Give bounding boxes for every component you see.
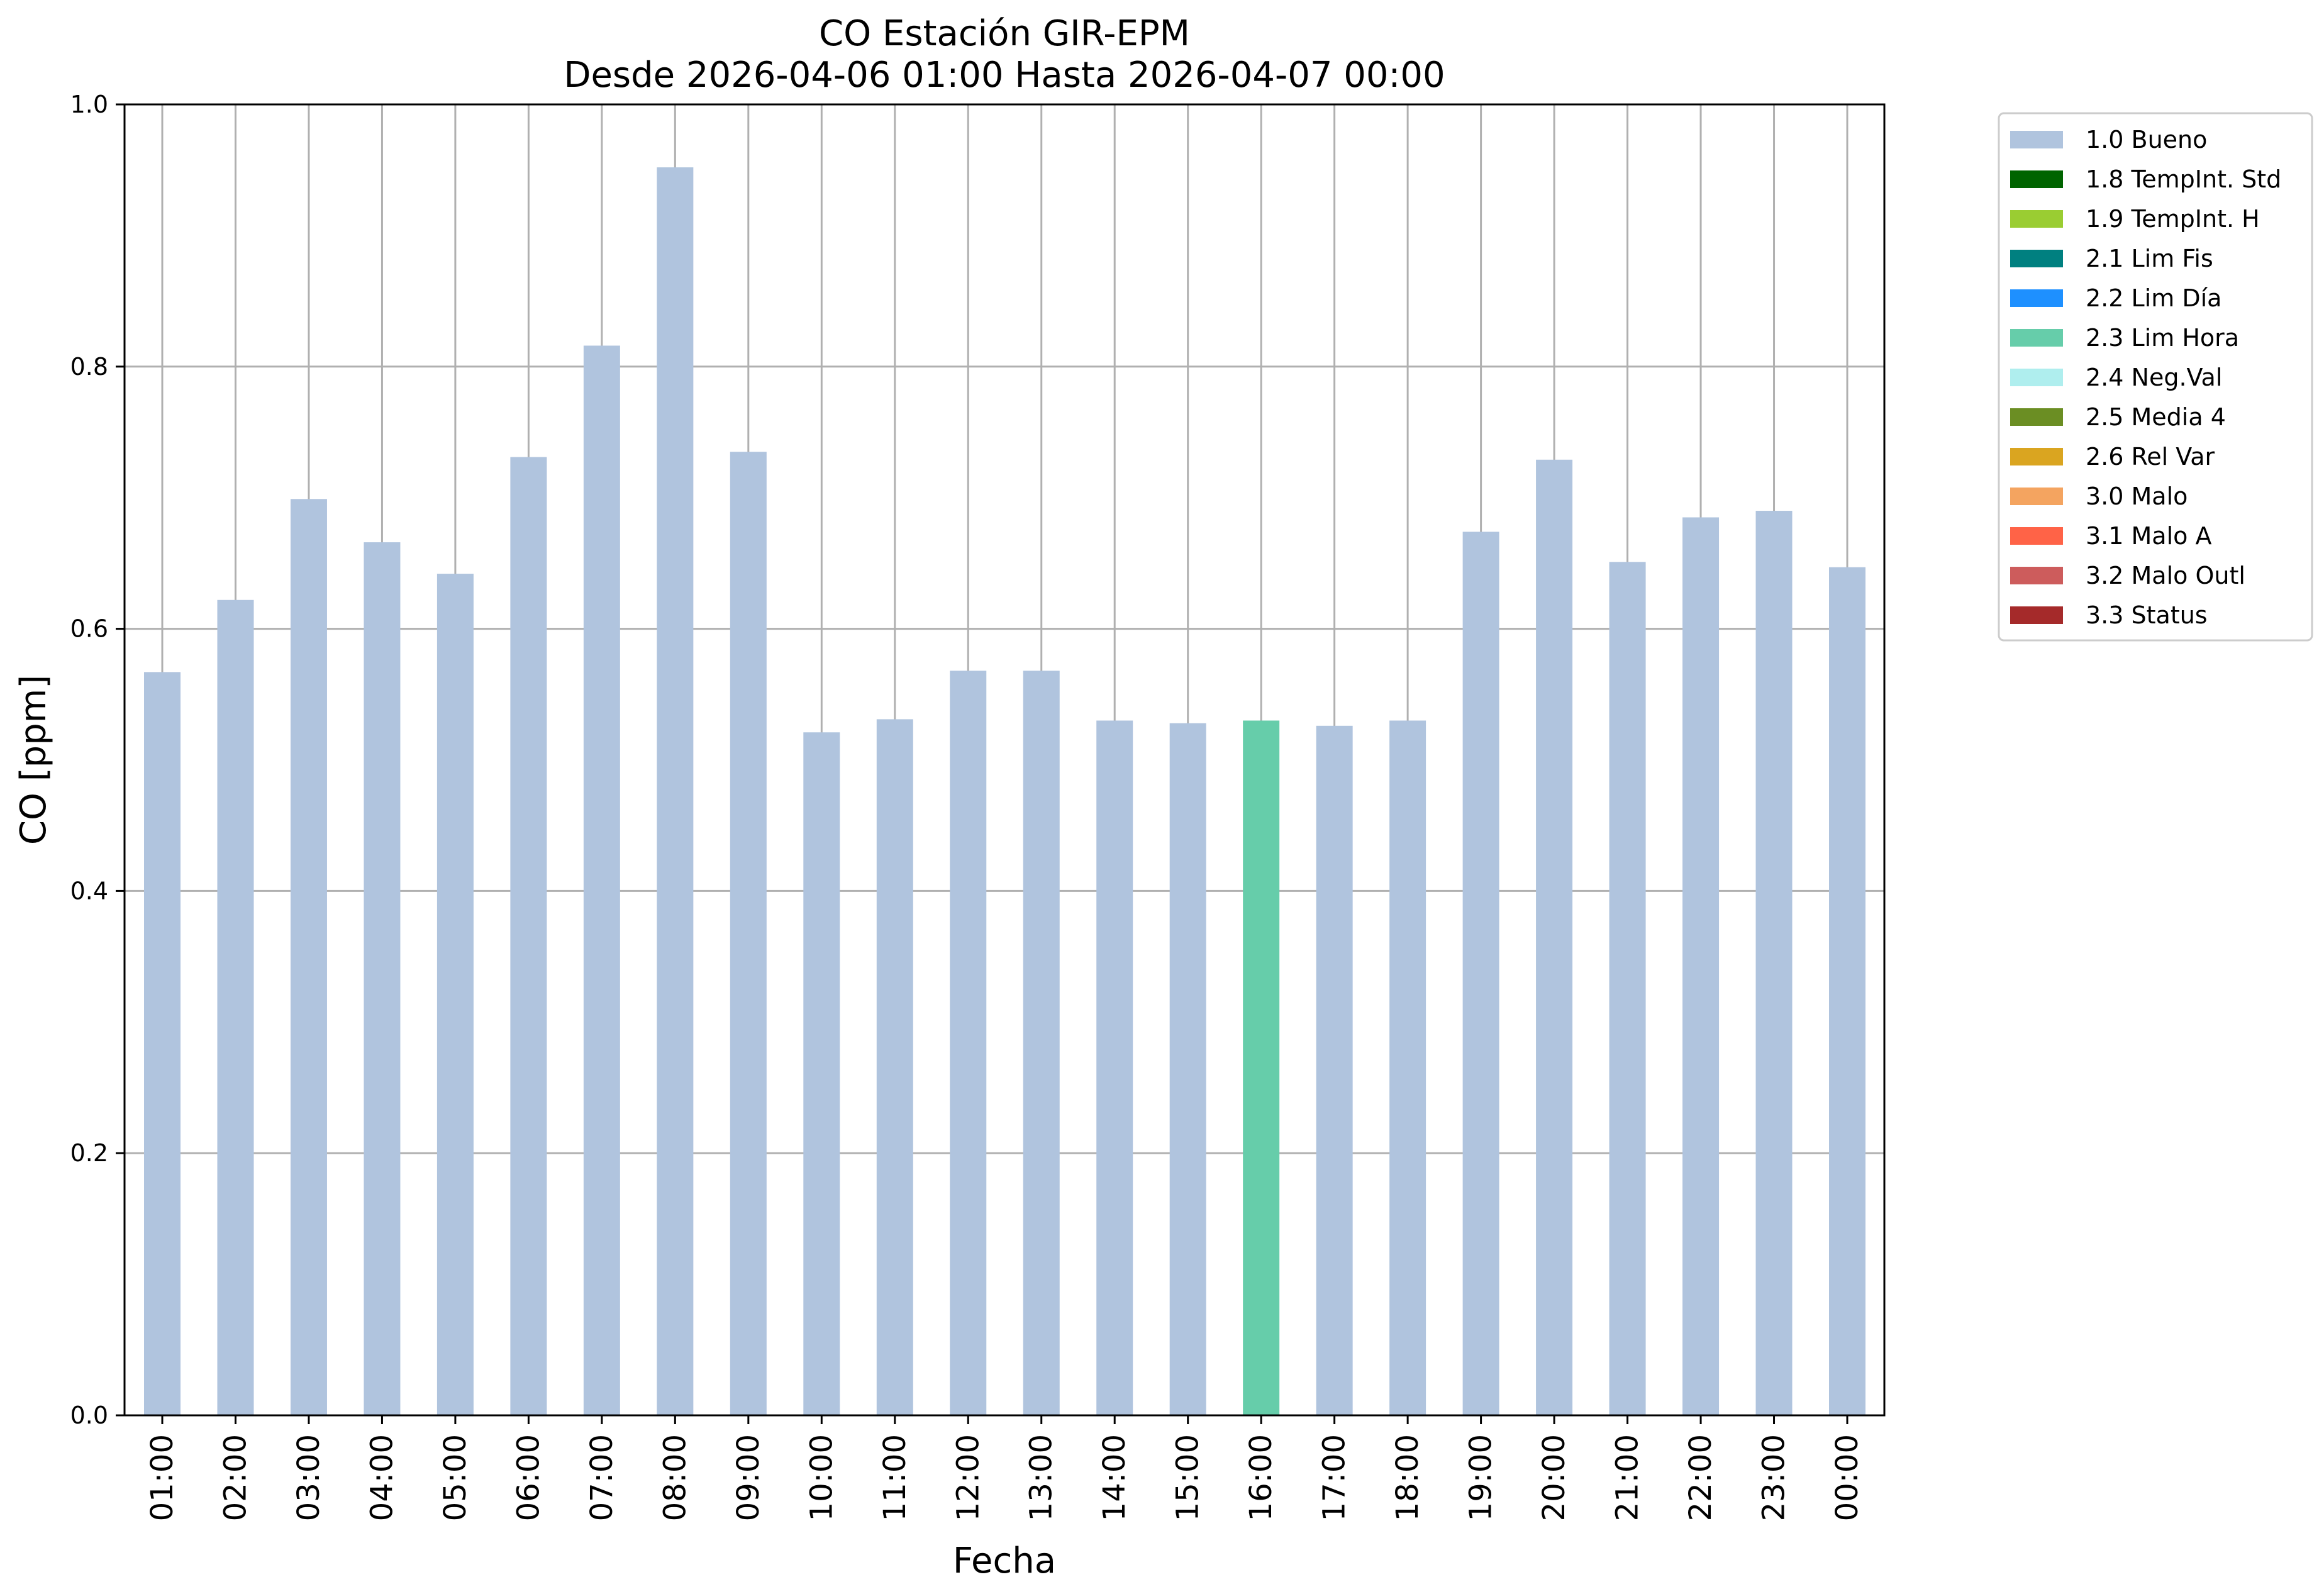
bar-1900 (1462, 532, 1499, 1415)
legend-swatch (2010, 448, 2063, 465)
y-tick-label: 0.2 (70, 1139, 108, 1167)
bar-1600 (1243, 720, 1280, 1415)
legend-label: 3.1 Malo A (2086, 522, 2211, 550)
x-tick-label: 10:00 (804, 1434, 839, 1521)
x-tick-label: 11:00 (877, 1434, 913, 1521)
x-tick-label: 03:00 (291, 1434, 326, 1521)
x-tick-label: 22:00 (1683, 1434, 1718, 1521)
x-tick-label: 05:00 (438, 1434, 473, 1521)
legend-swatch (2010, 369, 2063, 386)
legend-label: 2.2 Lim Día (2086, 284, 2221, 312)
legend-swatch (2010, 488, 2063, 505)
y-tick-label: 0.4 (70, 877, 108, 905)
bar-0700 (583, 345, 620, 1415)
legend-label: 2.6 Rel Var (2086, 443, 2215, 471)
x-tick-label: 23:00 (1757, 1434, 1792, 1521)
legend-swatch (2010, 250, 2063, 267)
bar-2300 (1755, 511, 1793, 1415)
y-axis-label: CO [ppm] (13, 675, 54, 845)
legend-label: 1.8 TempInt. Std (2086, 165, 2281, 193)
legend-swatch (2010, 606, 2063, 624)
legend-label: 2.3 Lim Hora (2086, 324, 2239, 352)
bar-0400 (364, 542, 401, 1415)
legend-frame (1998, 112, 2313, 642)
x-tick-label: 17:00 (1317, 1434, 1352, 1521)
x-tick-label: 21:00 (1610, 1434, 1645, 1521)
bar-0200 (217, 599, 254, 1416)
bar-1000 (803, 732, 840, 1415)
bar-2000 (1536, 459, 1573, 1416)
bar-0300 (290, 499, 327, 1416)
x-tick-label: 13:00 (1024, 1434, 1059, 1521)
bar-2200 (1682, 517, 1720, 1416)
bar-1100 (876, 719, 913, 1415)
legend-swatch (2010, 527, 2063, 545)
y-tick-label: 0.0 (70, 1402, 108, 1429)
legend: 1.0 Bueno 1.8 TempInt. Std 1.9 TempInt. H 2… (1998, 112, 2313, 642)
legend-label: 3.2 Malo Outl (2086, 562, 2245, 589)
x-tick-label: 15:00 (1170, 1434, 1206, 1521)
x-tick-label: 02:00 (218, 1434, 253, 1521)
bars (144, 167, 1865, 1416)
legend-label: 3.3 Status (2086, 601, 2208, 629)
x-tick-label: 20:00 (1537, 1434, 1572, 1521)
x-tick-label: 14:00 (1097, 1434, 1132, 1521)
legend-label: 1.0 Bueno (2086, 126, 2207, 153)
x-axis-ticks: 01:00 02:00 03:00 04:00 05:00 06:00 07:00 08:00… (145, 1415, 1865, 1521)
x-tick-label: 06:00 (511, 1434, 546, 1521)
x-tick-label: 12:00 (950, 1434, 986, 1521)
plot-frame (123, 103, 1886, 1417)
x-tick-label: 00:00 (1830, 1434, 1865, 1521)
bar-0100 (144, 672, 181, 1415)
x-tick-label: 07:00 (584, 1434, 620, 1521)
legend-swatch (2010, 567, 2063, 584)
bar-2100 (1609, 562, 1646, 1416)
bar-0900 (730, 452, 767, 1415)
legend-label: 2.4 Neg.Val (2086, 364, 2222, 391)
bar-0600 (510, 457, 547, 1416)
legend-label: 3.0 Malo (2086, 482, 2188, 510)
x-axis-label: Fecha (953, 1541, 1056, 1581)
bar-0800 (657, 167, 694, 1416)
chart-title: CO Estación GIR-EPM (819, 13, 1190, 54)
bar-1700 (1316, 725, 1353, 1415)
y-axis-ticks: 0.0 0.2 0.4 0.6 0.8 1.0 (70, 91, 125, 1429)
legend-swatch (2010, 170, 2063, 188)
legend-swatch (2010, 408, 2063, 426)
chart-subtitle: Desde 2026-04-06 01:00 Hasta 2026-04-07 … (564, 55, 1445, 96)
bar-1300 (1023, 671, 1060, 1415)
bar-0000 (1829, 567, 1865, 1415)
x-tick-label: 18:00 (1390, 1434, 1425, 1521)
y-tick-label: 0.6 (70, 615, 108, 643)
bar-1200 (950, 671, 987, 1415)
x-tick-label: 09:00 (731, 1434, 766, 1521)
legend-label: 2.1 Lim Fis (2086, 245, 2213, 272)
legend-label: 2.5 Media 4 (2086, 403, 2226, 431)
legend-swatch (2010, 329, 2063, 347)
bar-0500 (436, 574, 474, 1415)
legend-swatch (2010, 210, 2063, 228)
bar-1400 (1096, 720, 1133, 1415)
legend-swatch (2010, 131, 2063, 148)
x-tick-label: 08:00 (657, 1434, 692, 1521)
x-tick-label: 01:00 (145, 1434, 180, 1521)
legend-swatch (2010, 289, 2063, 307)
x-tick-label: 04:00 (364, 1434, 399, 1521)
bar-1800 (1389, 720, 1426, 1415)
bar-1500 (1169, 723, 1206, 1415)
y-tick-label: 1.0 (70, 91, 108, 118)
x-tick-label: 19:00 (1464, 1434, 1499, 1521)
y-tick-label: 0.8 (70, 353, 108, 381)
legend-label: 1.9 TempInt. H (2086, 205, 2260, 233)
x-tick-label: 16:00 (1243, 1434, 1279, 1521)
